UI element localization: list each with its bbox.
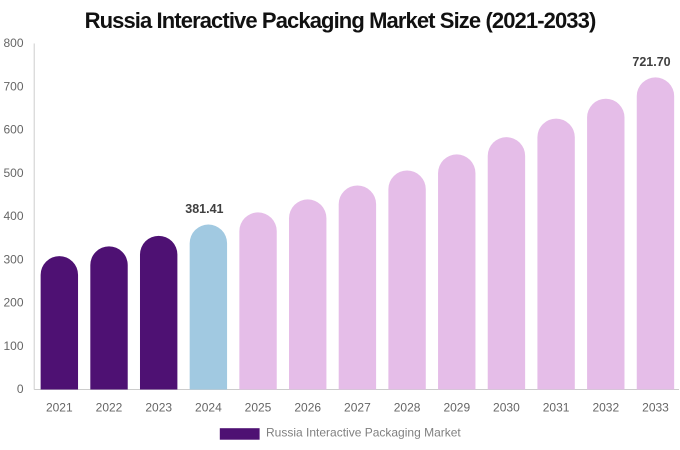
- svg-text:2024: 2024: [195, 400, 222, 414]
- svg-text:2031: 2031: [543, 400, 570, 414]
- svg-text:400: 400: [3, 209, 23, 223]
- svg-text:2029: 2029: [443, 400, 470, 414]
- svg-text:2028: 2028: [394, 400, 421, 414]
- svg-text:200: 200: [3, 296, 23, 310]
- svg-text:Russia Interactive Packaging M: Russia Interactive Packaging Market: [266, 426, 461, 440]
- svg-text:2033: 2033: [642, 400, 669, 414]
- svg-text:2030: 2030: [493, 400, 520, 414]
- svg-text:2026: 2026: [294, 400, 321, 414]
- svg-text:500: 500: [3, 166, 23, 180]
- svg-text:600: 600: [3, 123, 23, 137]
- svg-text:2022: 2022: [96, 400, 123, 414]
- svg-text:800: 800: [3, 36, 23, 50]
- svg-text:2025: 2025: [245, 400, 272, 414]
- svg-text:Russia Interactive Packaging M: Russia Interactive Packaging Market Size…: [85, 8, 596, 33]
- svg-text:2032: 2032: [592, 400, 619, 414]
- svg-text:2023: 2023: [145, 400, 172, 414]
- svg-text:381.41: 381.41: [185, 202, 223, 216]
- svg-text:0: 0: [17, 382, 24, 396]
- svg-text:700: 700: [3, 79, 23, 93]
- svg-text:100: 100: [3, 339, 23, 353]
- svg-text:2027: 2027: [344, 400, 371, 414]
- svg-text:300: 300: [3, 252, 23, 266]
- svg-text:2021: 2021: [46, 400, 73, 414]
- svg-text:721.70: 721.70: [632, 55, 670, 69]
